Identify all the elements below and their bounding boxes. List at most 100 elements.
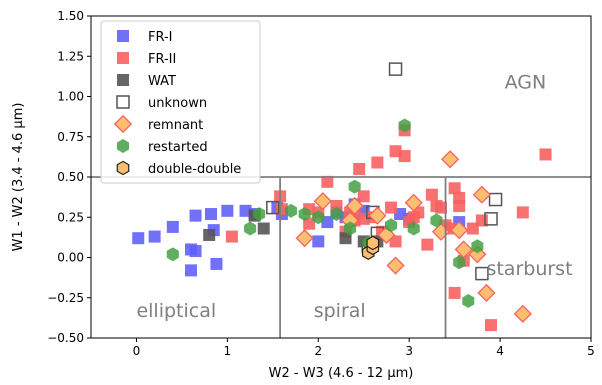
data-point	[344, 221, 357, 236]
data-point	[475, 266, 489, 281]
legend-label: remnant	[148, 118, 203, 133]
data-point	[244, 221, 257, 236]
x-tick-label: 3	[405, 344, 413, 358]
data-point	[345, 196, 364, 216]
data-point	[453, 199, 466, 212]
data-marks	[132, 62, 552, 332]
data-point	[472, 185, 491, 204]
data-point	[388, 62, 403, 76]
x-tick-label: 0	[133, 344, 141, 358]
data-point	[407, 221, 420, 236]
series-remnant	[295, 150, 532, 323]
data-point	[404, 193, 423, 212]
legend-box	[100, 20, 261, 184]
legend: FR-I FR-II WAT unknown remnant restarted doubl…	[100, 20, 261, 184]
x-tick-label: 5	[587, 344, 595, 358]
data-point	[353, 162, 366, 175]
y-tick-label: −0.50	[47, 331, 84, 345]
data-point	[284, 203, 298, 218]
data-point	[484, 212, 498, 226]
data-point	[253, 207, 266, 221]
data-point	[312, 235, 325, 248]
legend-marker	[116, 95, 130, 109]
data-point	[468, 245, 487, 264]
y-tick-label: 1.00	[57, 90, 84, 104]
legend-label: restarted	[148, 140, 208, 155]
data-point	[435, 201, 447, 214]
legend-label: FR-I	[148, 30, 173, 45]
x-axis-label: W2 - W3 (4.6 - 12 μm)	[269, 366, 414, 381]
data-point	[453, 255, 466, 270]
data-point	[477, 283, 496, 302]
data-point	[539, 148, 552, 161]
region-label-spiral: spiral	[314, 300, 366, 322]
legend-label: WAT	[148, 74, 176, 89]
y-tick-label: 1.50	[57, 9, 84, 23]
data-point	[313, 192, 332, 211]
data-point	[266, 200, 280, 215]
y-axis-label: W1 - W2 (3.4 - 4.6 μm)	[11, 103, 26, 252]
data-point	[485, 319, 497, 332]
data-point	[450, 221, 469, 240]
data-point	[348, 179, 361, 194]
data-point	[132, 232, 145, 245]
data-point	[225, 230, 238, 243]
data-point	[516, 206, 529, 219]
region-labels: AGN elliptical spiral starburst	[136, 71, 572, 322]
data-point	[371, 156, 384, 169]
x-tick-label: 4	[496, 344, 504, 358]
series-restarted	[166, 118, 484, 308]
data-point	[303, 217, 316, 230]
data-point	[513, 304, 532, 323]
data-point	[312, 210, 325, 225]
data-point	[441, 150, 460, 169]
legend-marker	[117, 52, 129, 64]
data-point	[448, 286, 461, 299]
data-point	[398, 150, 411, 163]
data-point	[189, 209, 202, 222]
data-point	[239, 204, 252, 217]
data-point	[425, 188, 438, 201]
data-point	[389, 235, 402, 248]
data-point	[295, 229, 314, 248]
region-label-AGN: AGN	[505, 71, 547, 93]
region-label-elliptical: elliptical	[136, 300, 216, 322]
data-point	[298, 207, 311, 221]
data-point	[386, 256, 405, 275]
data-point	[203, 228, 216, 241]
y-tick-label: 1.25	[57, 49, 84, 63]
legend-marker	[116, 139, 130, 153]
data-point	[210, 257, 223, 270]
data-point	[389, 145, 402, 158]
data-point	[166, 247, 179, 262]
y-tick-label: 0.25	[57, 210, 84, 224]
x-tick-label: 2	[314, 344, 322, 358]
data-point	[205, 208, 217, 221]
legend-marker	[117, 74, 129, 86]
data-point	[466, 222, 479, 235]
data-point	[384, 218, 398, 233]
data-point	[488, 192, 503, 207]
data-point	[148, 230, 161, 243]
data-point	[166, 220, 179, 233]
legend-label: unknown	[148, 96, 207, 111]
data-point	[321, 216, 334, 229]
data-point	[394, 208, 407, 221]
legend-label: FR-II	[148, 52, 176, 67]
data-point	[189, 245, 202, 258]
data-point	[430, 213, 443, 228]
data-point	[385, 201, 397, 214]
data-point	[339, 232, 352, 245]
data-point	[368, 206, 387, 225]
data-point	[454, 240, 473, 259]
data-point	[357, 190, 370, 203]
data-point	[321, 175, 334, 188]
legend-label: double-double	[148, 162, 241, 177]
y-tick-label: 0.50	[57, 170, 84, 184]
x-tick-label: 1	[224, 344, 232, 358]
legend-marker	[116, 160, 130, 176]
legend-marker	[113, 114, 133, 134]
data-point	[398, 118, 411, 133]
data-point	[185, 264, 197, 277]
